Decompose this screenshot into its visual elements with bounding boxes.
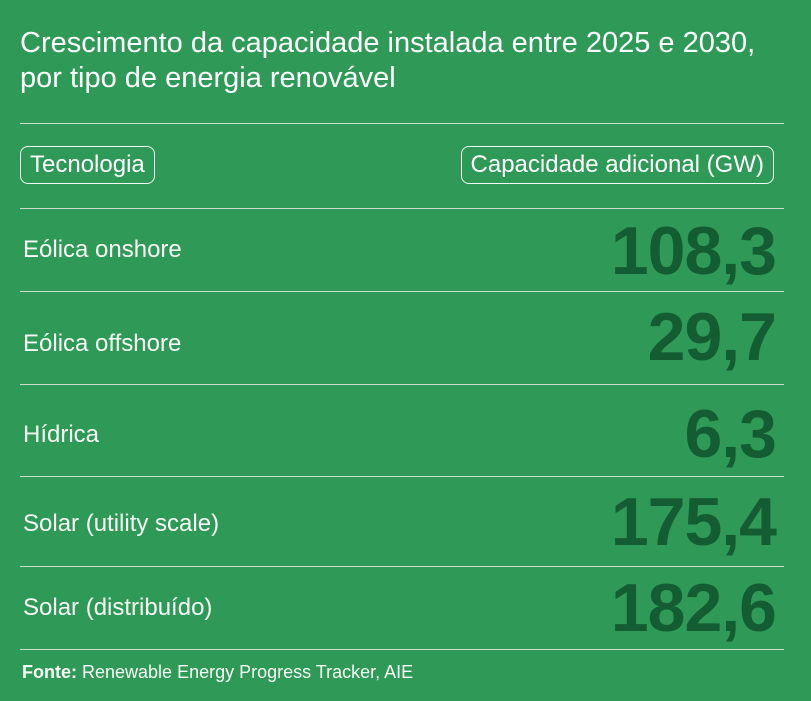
capacity-value: 6,3 [684,396,777,472]
capacity-value: 29,7 [647,299,777,375]
capacity-value: 182,6 [610,570,777,646]
capacity-value: 108,3 [610,213,777,289]
table-row: Eólica onshore 108,3 [20,209,784,292]
table-header: Tecnologia Capacidade adicional (GW) [20,123,784,209]
technology-column-header: Tecnologia [20,146,155,184]
technology-label: Solar (distribuído) [23,594,213,621]
technology-label: Hídrica [23,421,100,448]
technology-label: Eólica offshore [23,330,182,357]
source-text: Renewable Energy Progress Tracker, AIE [82,662,414,682]
capacity-table: Tecnologia Capacidade adicional (GW) Eól… [20,123,784,650]
page-title: Crescimento da capacidade instalada entr… [20,27,756,94]
table-row: Solar (utility scale) 175,4 [20,477,784,567]
table-row: Hídrica 6,3 [20,385,784,477]
source-label: Fonte: [22,662,77,682]
table-row: Eólica offshore 29,7 [20,292,784,385]
source-note: Fonte: Renewable Energy Progress Tracker… [22,661,413,683]
table-row: Solar (distribuído) 182,6 [20,567,784,650]
technology-label: Solar (utility scale) [23,510,220,537]
technology-label: Eólica onshore [23,236,182,263]
capacity-column-header: Capacidade adicional (GW) [460,146,774,184]
capacity-value: 175,4 [610,484,777,560]
